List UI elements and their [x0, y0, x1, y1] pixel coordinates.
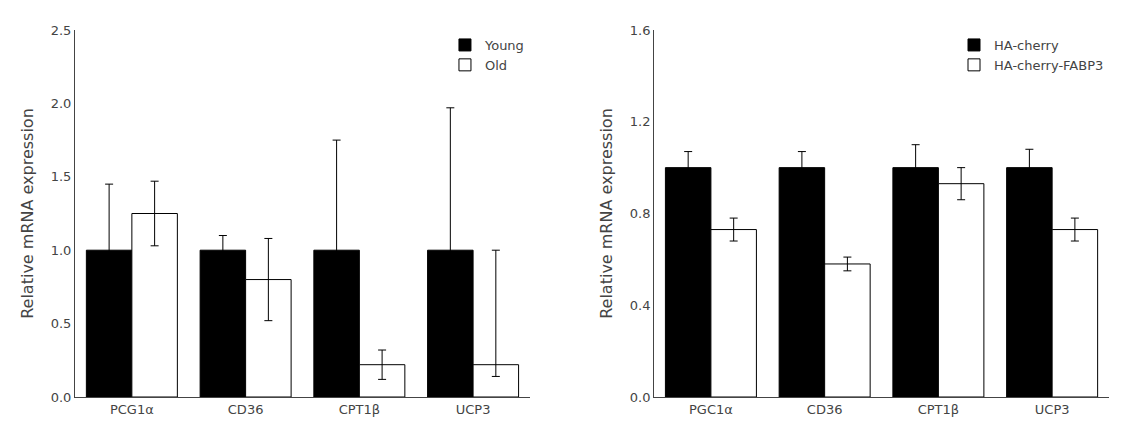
- svg-text:CPT1β: CPT1β: [339, 402, 380, 417]
- svg-text:HA-cherry-FABP3: HA-cherry-FABP3: [994, 58, 1103, 73]
- svg-text:Relative mRNA expression: Relative mRNA expression: [18, 108, 37, 319]
- svg-text:UCP3: UCP3: [456, 402, 491, 417]
- svg-text:2.5: 2.5: [51, 23, 72, 38]
- svg-text:0.0: 0.0: [51, 390, 72, 405]
- svg-text:1.6: 1.6: [630, 23, 651, 38]
- svg-text:0.4: 0.4: [630, 298, 651, 313]
- svg-text:1.0: 1.0: [51, 243, 72, 258]
- svg-text:PGC1α: PGC1α: [689, 402, 733, 417]
- svg-text:1.5: 1.5: [51, 169, 72, 184]
- svg-text:0.0: 0.0: [630, 390, 651, 405]
- svg-text:1.2: 1.2: [630, 114, 651, 129]
- svg-text:CD36: CD36: [807, 402, 843, 417]
- svg-text:2.0: 2.0: [51, 96, 72, 111]
- svg-text:Young: Young: [484, 38, 524, 53]
- svg-text:0.5: 0.5: [51, 316, 72, 331]
- svg-text:Old: Old: [485, 58, 507, 73]
- svg-text:UCP3: UCP3: [1035, 402, 1070, 417]
- svg-text:CD36: CD36: [228, 402, 264, 417]
- svg-text:HA-cherry: HA-cherry: [994, 38, 1059, 53]
- svg-text:PCG1α: PCG1α: [110, 402, 154, 417]
- svg-text:CPT1β: CPT1β: [918, 402, 959, 417]
- svg-text:Relative mRNA expression: Relative mRNA expression: [597, 108, 616, 319]
- svg-text:0.8: 0.8: [630, 206, 651, 221]
